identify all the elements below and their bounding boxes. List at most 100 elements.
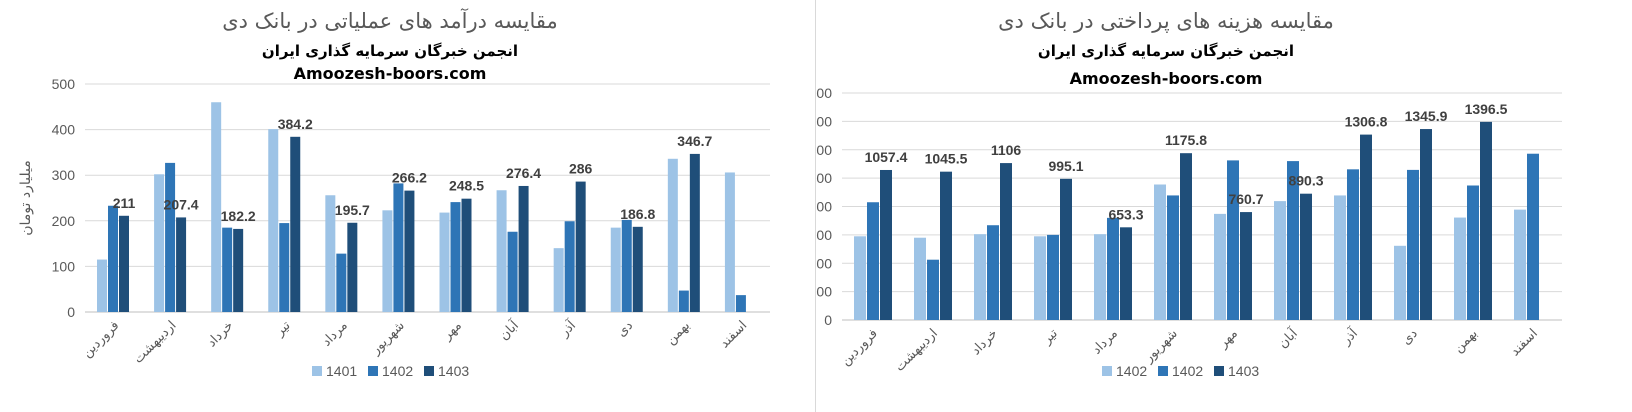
data-label: 1345.9 [1405,108,1448,124]
data-label: 1045.5 [925,151,968,167]
chart-subtitle: انجمن خبرگان سرمایه گذاری ایران [262,42,518,60]
bar-1403 [1240,212,1252,320]
data-label: 276.4 [506,165,541,181]
x-tick-label: تیر [1039,326,1061,348]
legend-label: 1402 [1172,363,1203,379]
x-tick-label: دی [1399,326,1421,348]
legend-swatch-1402 [368,366,378,376]
x-tick-label: اسفند [1508,326,1541,359]
bar-1403 [1120,227,1132,320]
bar-1402 [1034,236,1046,320]
bar-1403 [347,222,358,312]
bar-1403 [1360,134,1372,320]
legend-swatch-1402 [1102,366,1112,376]
bar-1402 [108,205,118,312]
data-label: 186.8 [620,206,655,222]
data-label: 195.7 [335,202,370,218]
bar-1401 [268,129,279,312]
bar-1402 [1394,245,1406,320]
data-label: 890.3 [1288,173,1323,189]
bar-1402 [1094,234,1106,320]
y-tick-label: 400 [816,255,832,271]
bar-1402 [1514,209,1526,320]
legend-label: 1402 [382,363,413,379]
revenue-chart: مقایسه درآمد های عملیاتی در بانک دی انجمن… [18,8,770,379]
bar-1403 [1300,193,1312,320]
bar-1402 [564,221,575,312]
x-tick-label: بهمن [1451,326,1481,356]
x-tick-label: اردیبهشت [131,318,179,366]
data-label: 211 [113,195,136,211]
bar-1402 [854,236,866,320]
x-tick-label: آذر [1337,324,1362,349]
bar-1402 [1214,213,1226,320]
y-tick-label: 100 [52,258,76,274]
y-tick-label: 0 [824,312,832,328]
bar-1403 [575,181,586,312]
x-tick-label: آذر [555,316,580,341]
legend-label: 1401 [326,363,357,379]
x-tick-label: دی [614,318,636,340]
x-tick-label: شهریور [1141,326,1181,366]
x-tick-label: بهمن [663,318,693,348]
legend-swatch-1402 [1158,366,1168,376]
y-tick-label: 300 [52,167,76,183]
chart-subtitle: انجمن خبرگان سرمایه گذاری ایران [1038,42,1294,60]
bar-1401 [724,172,735,312]
x-tick-label: مهر [1215,326,1241,352]
bar-1402 [974,234,986,320]
legend-label: 1403 [438,363,469,379]
data-label: 653.3 [1108,206,1143,222]
bar-1403 [1420,129,1432,320]
bar-1402 [1287,161,1299,320]
bar-1403 [176,217,187,312]
bar-1402 [1154,184,1166,320]
bar-1401 [496,190,507,312]
bar-1401 [667,158,678,312]
y-tick-label: 600 [816,227,832,243]
y-tick-label: 200 [52,213,76,229]
bar-1403 [940,171,952,320]
y-tick-label: 400 [52,122,76,138]
bar-1402 [987,225,999,320]
bar-1402 [1167,195,1179,320]
bar-1401 [610,227,621,312]
data-label: 1396.5 [1465,101,1508,117]
data-label: 286 [569,161,593,177]
expense-chart-panel: مقایسه هزینه های پرداختی در بانک دی انجمن… [816,0,1632,412]
x-tick-label: اردیبهشت [892,326,940,374]
bar-1402 [1227,160,1239,320]
bar-1401 [553,248,564,312]
bar-1402 [1107,217,1119,320]
bar-1403 [880,169,892,320]
data-label: 1306.8 [1345,114,1388,130]
bar-1402 [1467,185,1479,320]
data-label: 384.2 [278,116,313,132]
bar-1402 [1334,195,1346,320]
bar-1402 [1527,153,1539,320]
legend-label: 1402 [1116,363,1147,379]
bar-1402 [279,223,290,312]
data-label: 248.5 [449,178,484,194]
legend-label: 1403 [1228,363,1259,379]
bar-1402 [867,202,879,320]
data-label: 207.4 [164,196,199,212]
data-label: 1106 [991,142,1022,158]
bar-1402 [450,202,461,312]
bar-1403 [518,185,529,312]
bar-1402 [1454,217,1466,320]
bar-1402 [735,295,746,312]
bar-1402 [393,183,404,312]
legend-swatch-1403 [424,366,434,376]
bar-1403 [689,153,700,312]
data-label: 266.2 [392,170,427,186]
bar-1403 [1000,163,1012,320]
y-tick-label: 1600 [816,85,832,101]
bar-1401 [382,210,393,312]
y-tick-label: 200 [816,284,832,300]
bar-1403 [632,226,643,312]
bar-1402 [336,253,347,312]
y-tick-label: 1400 [816,113,832,129]
bar-1403 [1480,121,1492,321]
x-tick-label: مرداد [1089,326,1120,357]
